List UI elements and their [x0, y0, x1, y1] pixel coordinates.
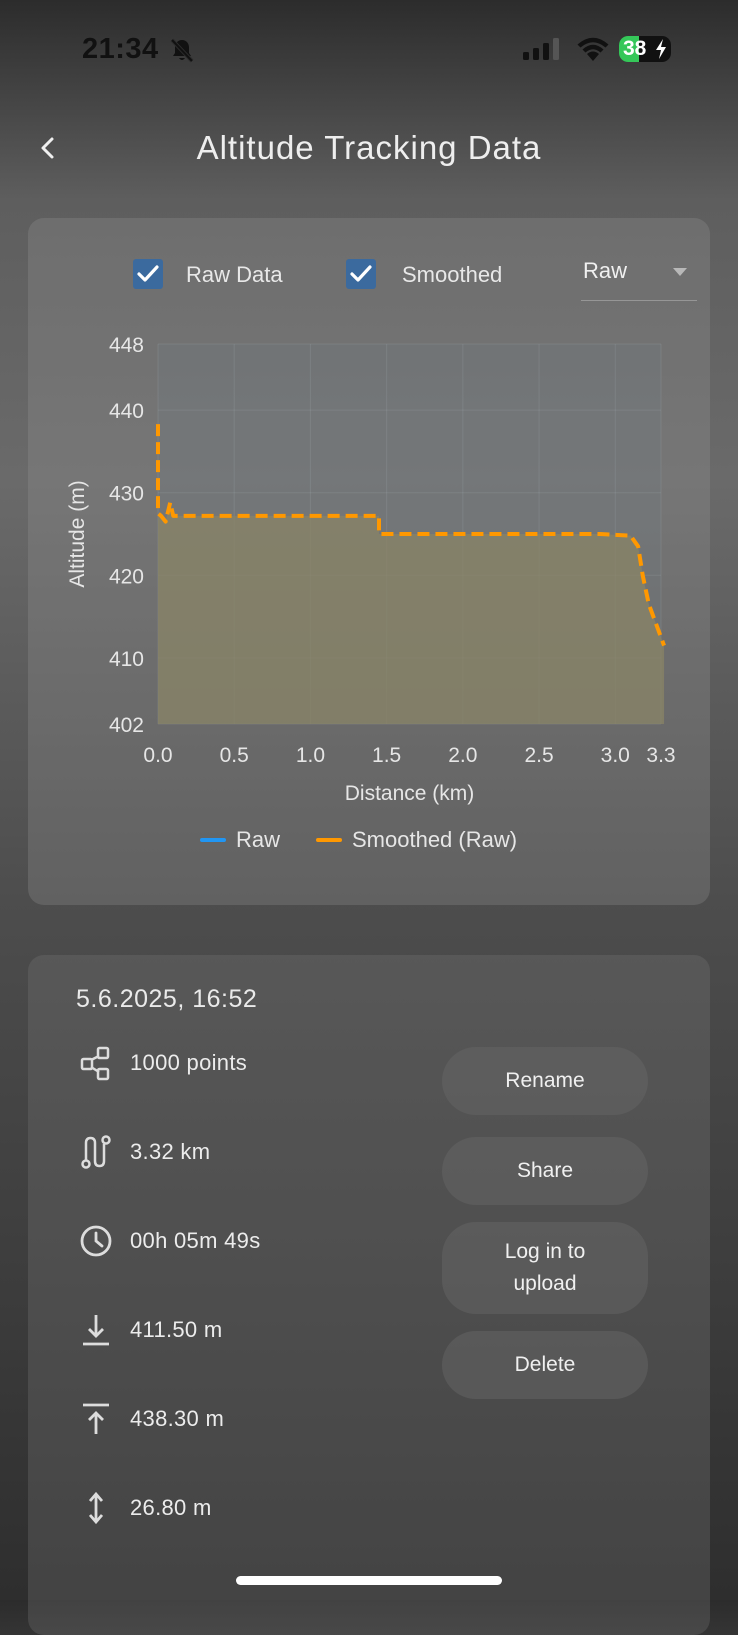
points-value: 1000 points [130, 1050, 248, 1075]
legend-label-smoothed: Smoothed (Raw) [352, 827, 518, 852]
smoothed-label: Smoothed [402, 262, 503, 287]
share-button[interactable]: Share [442, 1137, 648, 1205]
cellular-signal-icon [523, 38, 559, 60]
stat-max-altitude: 438.30 m [76, 1399, 224, 1439]
raw-data-checkbox[interactable] [133, 259, 163, 289]
dropdown-selected-value: Raw [583, 258, 628, 283]
checkmark-icon [350, 265, 372, 282]
battery-indicator: 38 [619, 36, 671, 62]
legend-swatch-smoothed [316, 838, 342, 842]
clock-icon [76, 1221, 116, 1261]
y-tick-label: 430 [109, 483, 144, 506]
x-tick-label: 3.3 [646, 744, 675, 767]
y-tick-label: 448 [109, 334, 144, 357]
delete-button[interactable]: Delete [442, 1331, 648, 1399]
checkmark-icon [137, 265, 159, 282]
y-axis-title: Altitude (m) [66, 480, 89, 587]
battery-fill [619, 36, 639, 62]
arrow-up-down-icon [76, 1488, 116, 1528]
max-altitude-value: 438.30 m [130, 1406, 225, 1431]
x-tick-label: 0.0 [143, 744, 172, 767]
stat-min-altitude: 411.50 m [76, 1310, 223, 1350]
altitude-chart: 0.0 0.5 1.0 1.5 2.0 2.5 3.0 3.3 448 440 430 420 410 4… [66, 334, 676, 805]
y-tick-label: 420 [109, 565, 144, 588]
duration-value: 00h 05m 49s [130, 1228, 261, 1253]
chart-card: Raw Data Smoothed Raw 0.0 0.5 1.0 1.5 2.0 2.5… [28, 218, 710, 905]
legend-label-raw: Raw [236, 827, 281, 852]
stat-points: 1000 points [76, 1043, 247, 1083]
y-tick-label: 440 [109, 400, 144, 423]
x-tick-label: 0.5 [220, 744, 249, 767]
x-tick-label: 2.5 [524, 744, 553, 767]
y-tick-label: 402 [109, 714, 144, 737]
stat-duration: 00h 05m 49s [76, 1221, 261, 1261]
x-axis-title: Distance (km) [345, 782, 475, 805]
series-line-smoothed [156, 424, 666, 647]
legend-swatch-raw [200, 838, 226, 842]
home-indicator[interactable] [236, 1576, 502, 1585]
area-fill [158, 424, 665, 724]
arrow-up-to-line-icon [76, 1399, 116, 1439]
data-source-dropdown[interactable]: Raw [581, 256, 697, 301]
page-title: Altitude Tracking Data [196, 129, 542, 166]
status-time: 21:34 [82, 33, 159, 65]
route-icon [76, 1132, 116, 1172]
chevron-left-icon [41, 137, 54, 159]
battery-percentage: 38 [623, 37, 647, 60]
smoothed-checkbox[interactable] [346, 259, 376, 289]
arrow-down-to-line-icon [76, 1310, 116, 1350]
stat-distance: 3.32 km [76, 1132, 210, 1172]
min-altitude-value: 411.50 m [130, 1317, 223, 1342]
points-graph-icon [76, 1043, 116, 1083]
distance-value: 3.32 km [130, 1139, 211, 1164]
caret-down-icon [673, 268, 687, 276]
bell-muted-icon [170, 38, 194, 63]
legend-item-raw: Raw [200, 826, 280, 854]
raw-data-label: Raw Data [186, 262, 283, 287]
back-button[interactable] [30, 130, 66, 166]
track-info-card: 5.6.2025, 16:52 1000 points 3.32 km [28, 955, 710, 1635]
legend-item-smoothed: Smoothed (Raw) [316, 826, 517, 854]
x-tick-label: 1.0 [296, 744, 325, 767]
track-date: 5.6.2025, 16:52 [76, 985, 258, 1013]
x-tick-label: 1.5 [372, 744, 401, 767]
charging-bolt-icon [656, 39, 666, 59]
rename-button[interactable]: Rename [442, 1047, 648, 1115]
wifi-icon [577, 37, 609, 61]
x-tick-label: 2.0 [448, 744, 477, 767]
login-to-upload-button[interactable]: Log in to upload [442, 1222, 648, 1314]
altitude-range-value: 26.80 m [130, 1495, 212, 1520]
stat-altitude-range: 26.80 m [76, 1488, 212, 1528]
x-tick-label: 3.0 [601, 744, 630, 767]
y-tick-label: 410 [109, 648, 144, 671]
